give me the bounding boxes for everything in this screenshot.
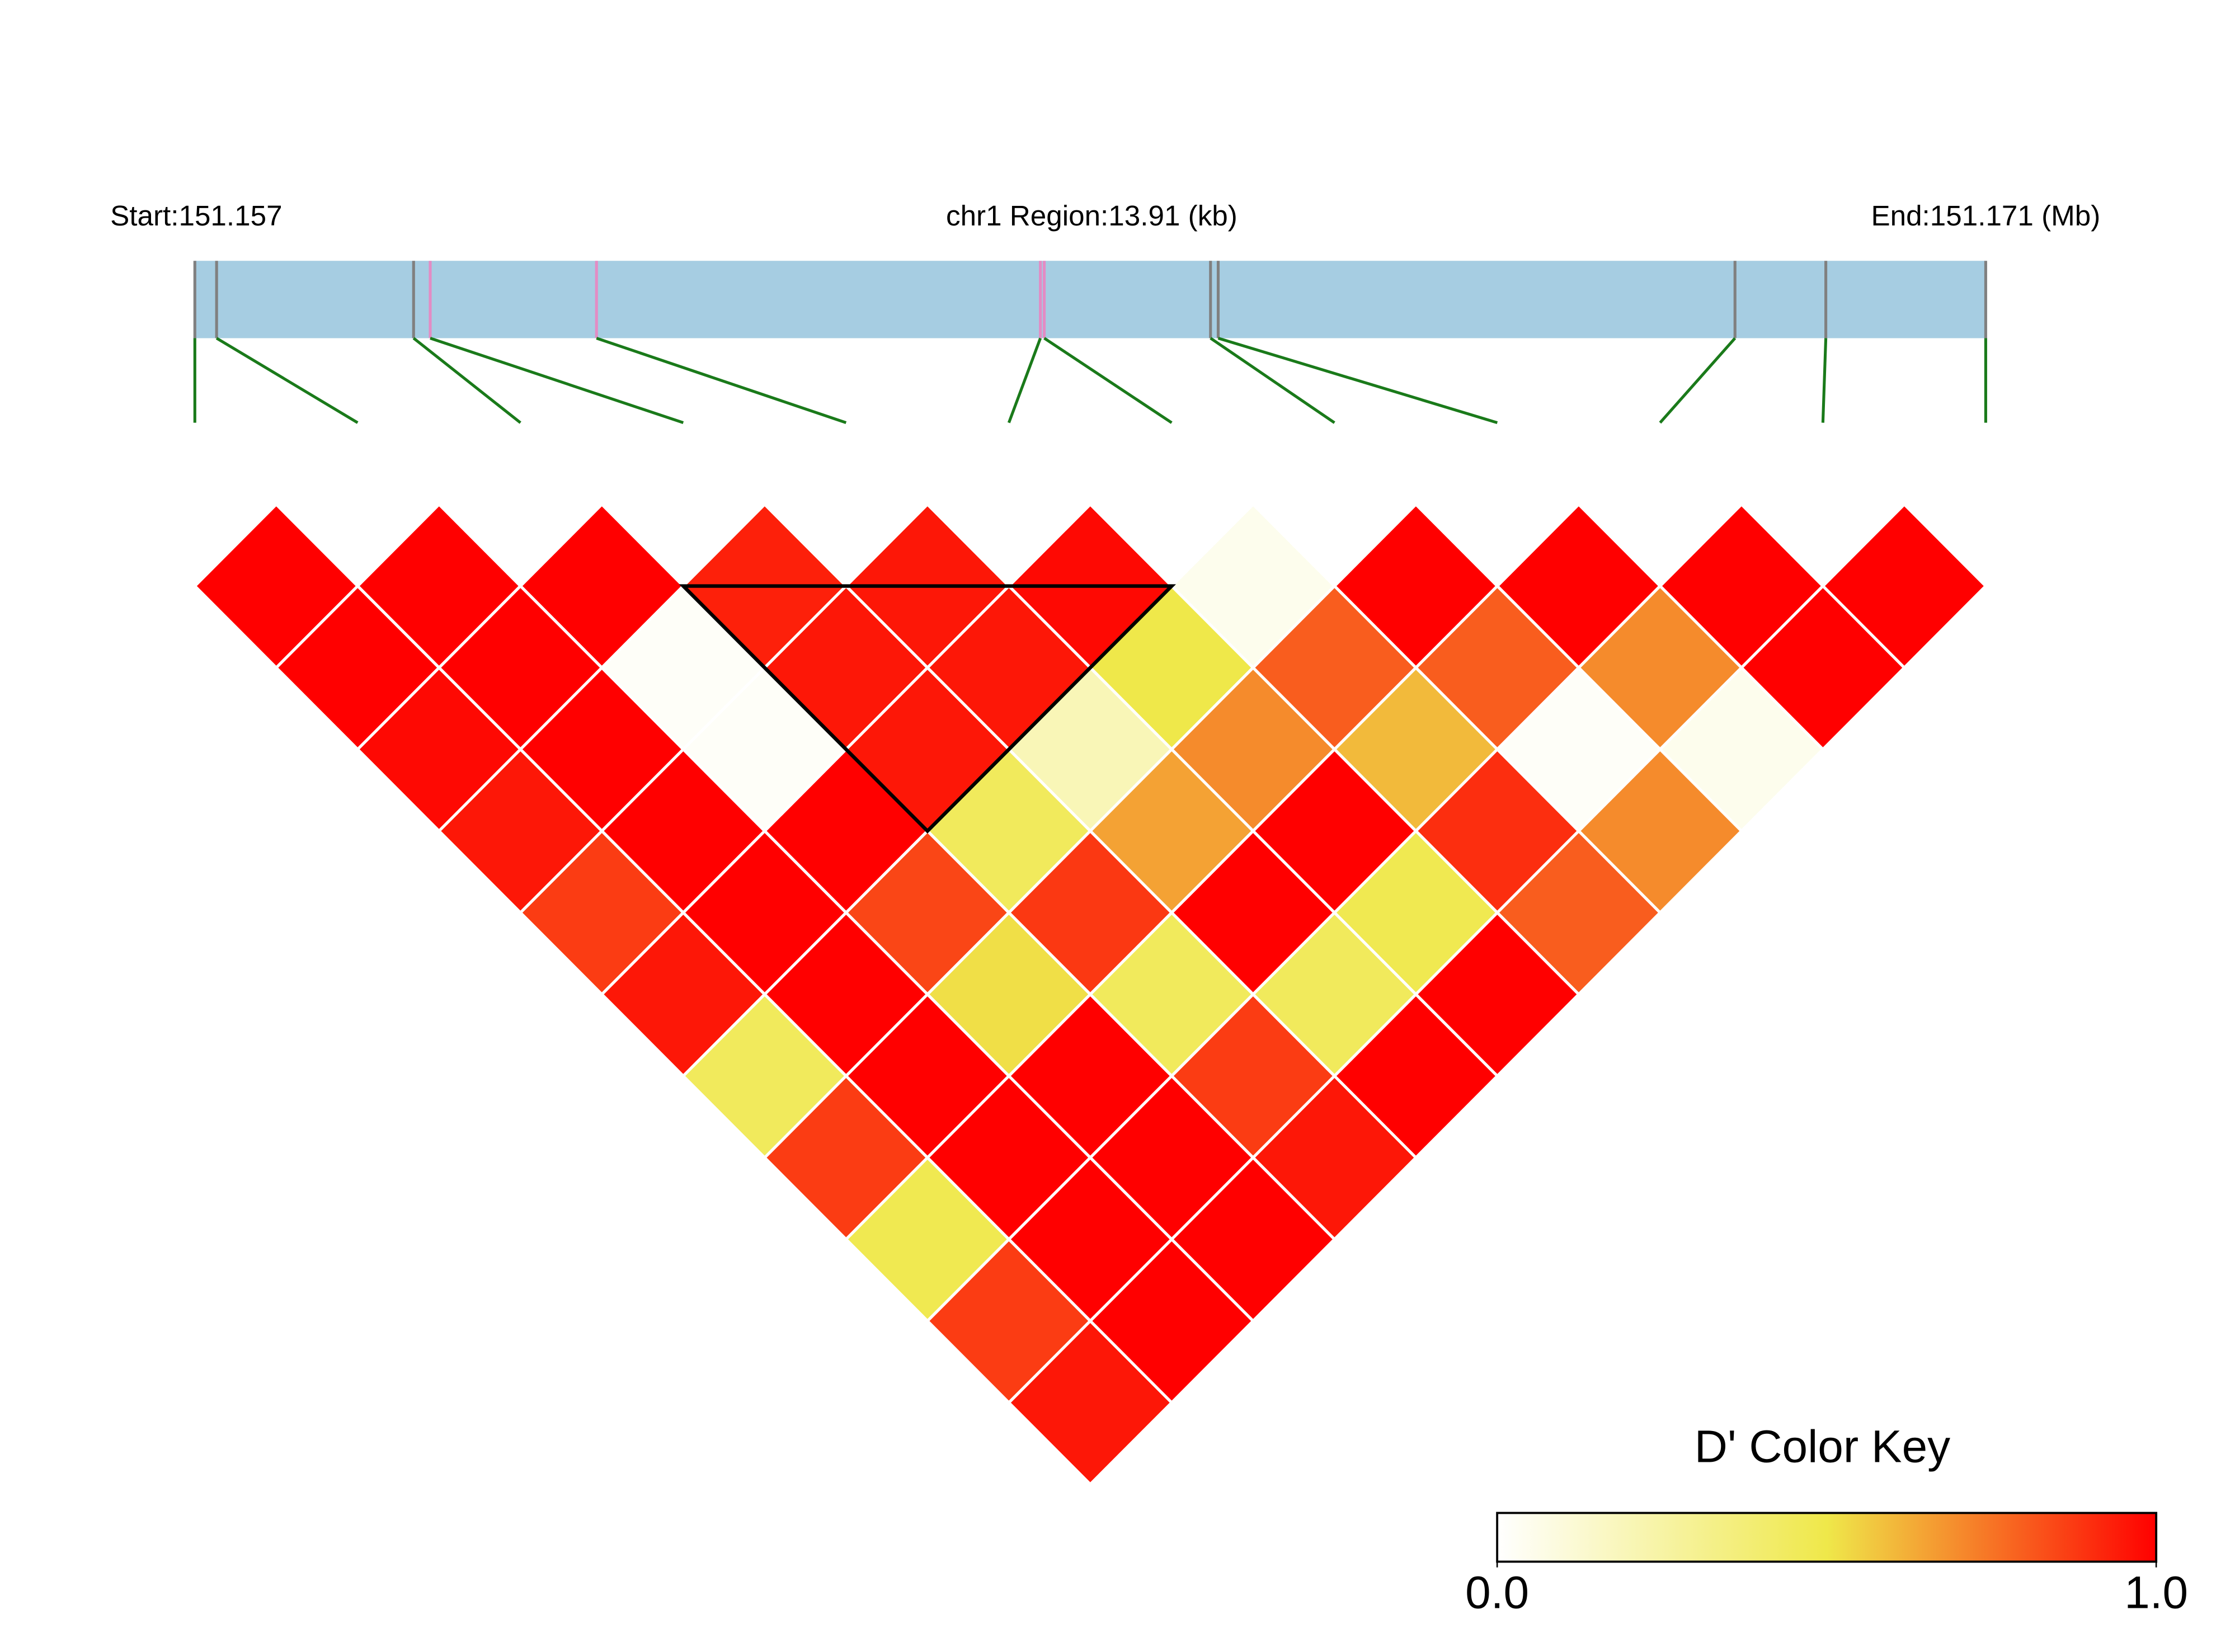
end-label: End:151.171 (Mb) [1871, 200, 2100, 232]
start-label: Start:151.157 [110, 200, 282, 232]
color-key [1496, 1512, 2158, 1563]
gene-track [195, 261, 1986, 338]
snp-link-line [1007, 337, 1042, 423]
snp-link-line [1210, 337, 1335, 424]
key-tick-label: 1.0 [2124, 1568, 2188, 1618]
snp-link-line [1217, 337, 1498, 425]
snp-link-line [430, 337, 684, 425]
key-title: D' Color Key [1695, 1421, 1950, 1472]
ld-cell [1006, 1319, 1174, 1486]
region-label: chr1 Region:13.91 (kb) [946, 200, 1238, 232]
snp-link-line [1659, 337, 1737, 424]
snp-link-line [1043, 337, 1173, 424]
snp-link-line [596, 337, 847, 425]
snp-link-line [1821, 338, 1828, 423]
key-tick-label: 0.0 [1465, 1568, 1529, 1618]
snp-link-line [215, 337, 359, 424]
snp-link-line [412, 337, 521, 424]
ld-block [679, 584, 1177, 834]
